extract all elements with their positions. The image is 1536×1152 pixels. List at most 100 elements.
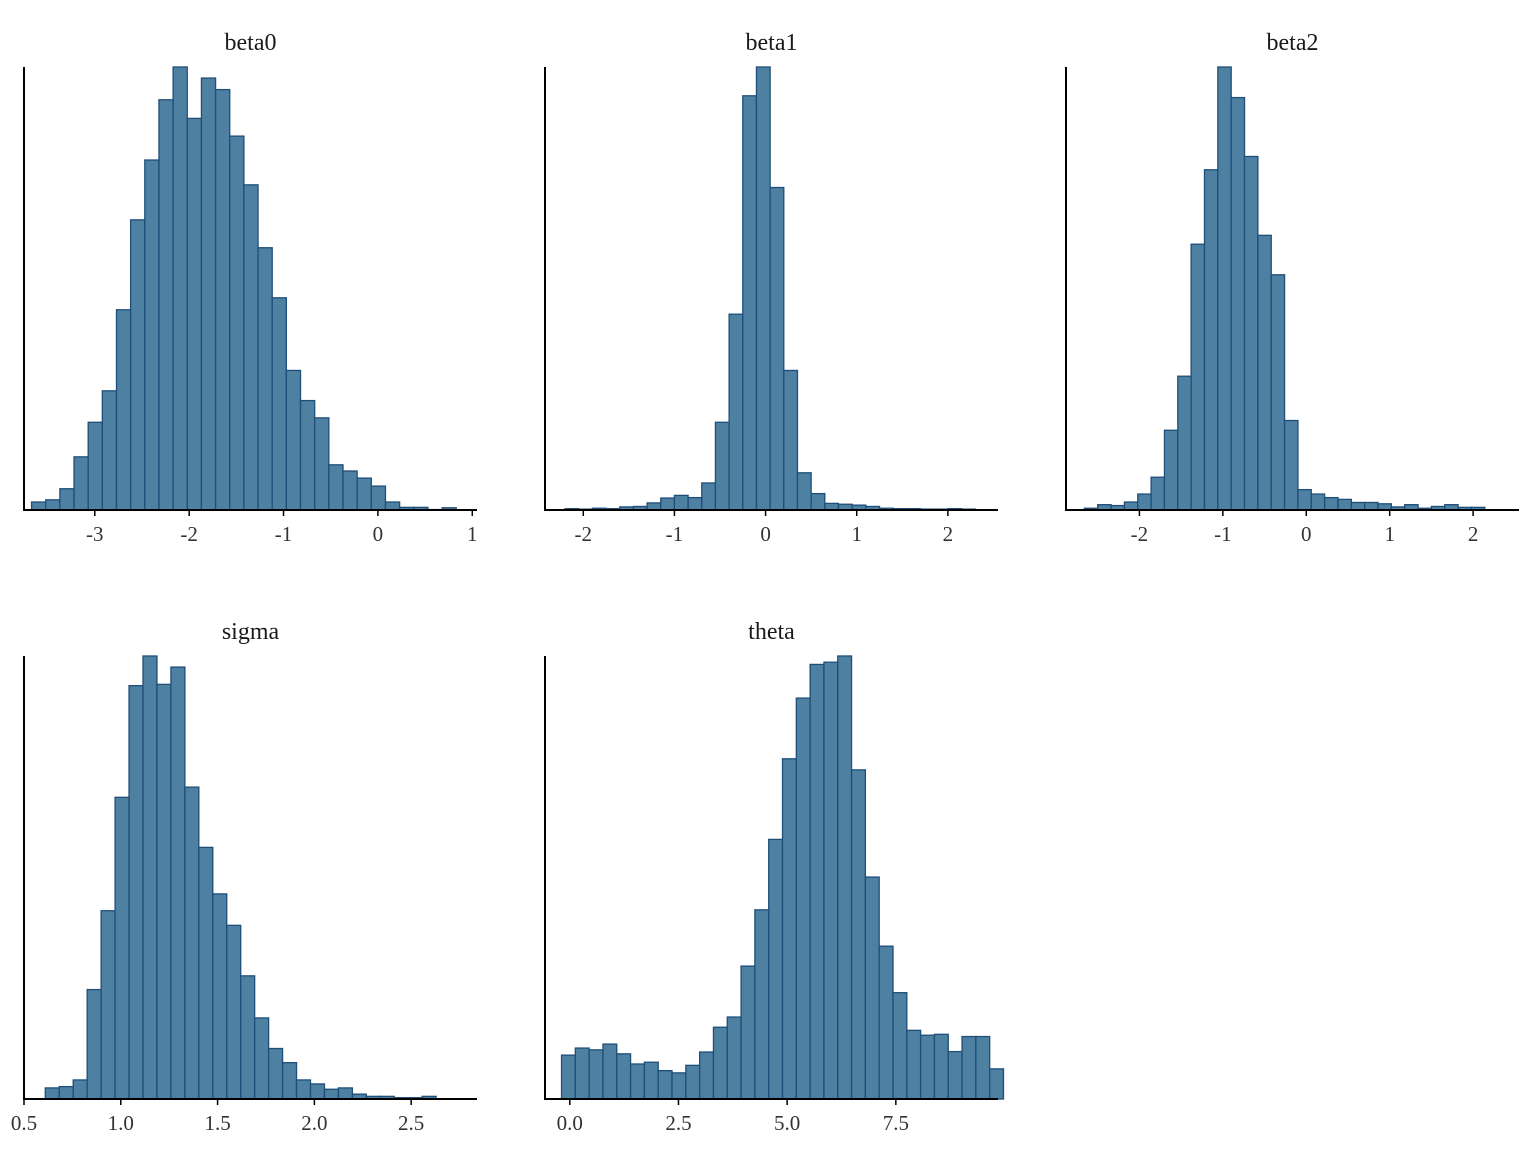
histogram-bar xyxy=(783,369,799,511)
histogram-bar xyxy=(961,1035,977,1100)
histogram-bar xyxy=(1243,155,1259,511)
histogram-bar xyxy=(1123,501,1139,511)
histogram-bar xyxy=(837,655,853,1100)
histogram-bar xyxy=(919,1034,936,1100)
histogram-bar xyxy=(975,1035,991,1100)
histogram-bar xyxy=(172,66,188,511)
x-tick-label: -1 xyxy=(666,522,684,546)
x-tick-label: -1 xyxy=(275,522,293,546)
histogram-bar xyxy=(629,1063,646,1100)
x-axis-ticks: -2 -1 0 1 2 xyxy=(1131,510,1479,546)
x-tick-label: 0 xyxy=(760,522,771,546)
histogram-bar xyxy=(810,492,826,511)
panel-title: beta2 xyxy=(1267,30,1319,56)
histogram-bar xyxy=(200,77,217,511)
x-tick-label: -2 xyxy=(1131,522,1149,546)
histogram-bar xyxy=(685,1064,701,1100)
x-tick-label: -3 xyxy=(86,522,104,546)
histogram-bar xyxy=(809,663,825,1100)
histogram-bar xyxy=(72,1079,88,1100)
x-tick-label: 0 xyxy=(373,522,384,546)
x-tick-label: 2.0 xyxy=(301,1111,327,1135)
x-tick-label: 1.5 xyxy=(204,1111,230,1135)
x-tick-label: 0 xyxy=(1301,522,1312,546)
histogram-bar xyxy=(328,464,344,511)
histogram-bar xyxy=(198,846,214,1100)
histogram-bar xyxy=(712,1026,728,1100)
x-axis-ticks: 0.5 1.0 1.5 2.0 2.5 xyxy=(11,1099,424,1135)
histogram-bar xyxy=(673,494,689,511)
histogram-bar xyxy=(660,497,676,511)
x-tick-label: 1 xyxy=(467,522,478,546)
histogram-bar xyxy=(560,1054,576,1100)
panel-title: beta0 xyxy=(225,30,277,56)
histogram-bar xyxy=(1177,375,1192,511)
histogram-bar xyxy=(1163,429,1179,511)
histogram-bar xyxy=(158,99,174,511)
histogram-bar xyxy=(295,1079,312,1100)
histogram-bar xyxy=(850,769,867,1100)
histogram-bar xyxy=(101,390,118,511)
histogram-bar xyxy=(754,909,770,1100)
histogram-bar xyxy=(933,1033,949,1100)
histogram-bar xyxy=(128,685,144,1100)
histogram-bar xyxy=(1297,488,1312,511)
histogram-bar xyxy=(254,1017,270,1100)
x-tick-label: -1 xyxy=(1214,522,1232,546)
histogram-bar xyxy=(728,313,744,511)
histogram-bar xyxy=(212,893,228,1100)
histogram-bar xyxy=(1323,496,1339,511)
histogram-bar xyxy=(947,1050,963,1100)
histogram-bar xyxy=(643,1061,659,1100)
histogram-bar xyxy=(646,502,662,511)
histogram-bar xyxy=(687,496,703,511)
panel-title: beta1 xyxy=(746,30,798,56)
histogram-bar xyxy=(989,1068,1005,1100)
panel-title: sigma xyxy=(222,619,280,645)
histogram-bar xyxy=(892,992,908,1100)
histogram-bar xyxy=(1310,493,1326,511)
histogram-bar xyxy=(574,1047,590,1100)
histogram-bar xyxy=(285,369,302,511)
histogram-bar xyxy=(144,159,160,511)
histogram-bar xyxy=(100,910,116,1100)
histogram-bar xyxy=(30,501,47,511)
histogram-bar xyxy=(781,758,797,1100)
histogram-bar xyxy=(1150,476,1166,511)
histogram-bar xyxy=(768,838,784,1100)
histogram-bar xyxy=(1217,66,1232,511)
x-tick-label: 2 xyxy=(1468,522,1479,546)
histogram-bar xyxy=(1364,501,1379,511)
panel-beta2: beta2 -2 -1 0 1 2 xyxy=(1065,30,1519,546)
histogram-bar xyxy=(384,501,401,511)
histogram-bar xyxy=(1257,234,1272,511)
x-tick-label: -2 xyxy=(575,522,593,546)
histogram-bar xyxy=(1203,169,1219,511)
x-tick-label: 2 xyxy=(943,522,954,546)
histogram-bar xyxy=(657,1070,673,1100)
histogram-bar xyxy=(44,1087,60,1100)
histogram-bar xyxy=(671,1072,687,1100)
histogram-bar xyxy=(1350,501,1366,511)
histogram-bar xyxy=(795,697,811,1100)
histogram-bar xyxy=(45,499,61,511)
histogram-bar xyxy=(755,66,771,511)
histogram-bar xyxy=(257,247,273,511)
histogram-bar xyxy=(142,655,158,1100)
x-tick-label: -2 xyxy=(180,522,198,546)
x-tick-label: 2.5 xyxy=(665,1111,691,1135)
panel-theta: theta 0.0 2.5 5.0 7.5 xyxy=(544,619,1005,1135)
histogram-bar xyxy=(714,421,730,511)
histogram-bar xyxy=(243,184,259,511)
histogram-bar xyxy=(742,95,758,511)
histogram-bar xyxy=(281,1062,298,1100)
histogram-bar xyxy=(906,1029,922,1100)
x-axis-ticks: -3 -2 -1 0 1 xyxy=(86,510,478,546)
histogram-bars xyxy=(560,655,1005,1100)
histogram-bar xyxy=(58,1085,74,1100)
histogram-bar xyxy=(115,309,132,511)
x-axis-ticks: 0.0 2.5 5.0 7.5 xyxy=(557,1099,909,1135)
histogram-bar xyxy=(726,1016,742,1100)
histogram-bar xyxy=(864,876,880,1100)
histogram-bar xyxy=(698,1051,715,1100)
